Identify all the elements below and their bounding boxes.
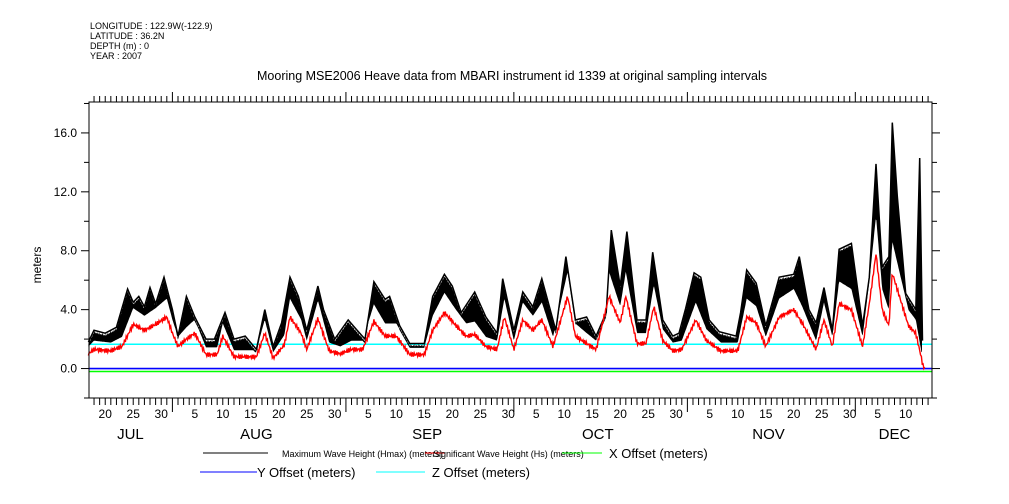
metadata-header: LONGITUDE : 122.9W(-122.9) LATITUDE : 36…	[90, 21, 213, 61]
x-tick-label: 25	[642, 407, 656, 421]
legend-label-hmax: Maximum Wave Height (Hmax) (meters)	[282, 449, 443, 459]
x-tick-label: 10	[216, 407, 230, 421]
longitude-label: LONGITUDE : 122.9W(-122.9)	[90, 21, 213, 31]
legend-label-y-offset: Y Offset (meters)	[257, 465, 356, 480]
x-tick-label: 20	[787, 407, 801, 421]
x-tick-label: 15	[759, 407, 773, 421]
x-tick-label: 10	[390, 407, 404, 421]
plot-frame	[88, 101, 933, 399]
latitude-label: LATITUDE : 36.2N	[90, 31, 164, 41]
legend: Maximum Wave Height (Hmax) (meters) Sign…	[200, 446, 708, 480]
month-label: OCT	[582, 426, 614, 443]
x-tick-label: 25	[300, 407, 314, 421]
x-tick-label: 5	[874, 407, 881, 421]
x-tick-label: 30	[843, 407, 857, 421]
hs-line	[87, 254, 926, 371]
month-label: AUG	[240, 426, 273, 443]
series-layer	[87, 122, 932, 373]
y-tick-label: 16.0	[54, 126, 78, 140]
hmax-band	[88, 129, 922, 353]
x-tick-label: 30	[670, 407, 684, 421]
x-tick-label: 10	[731, 407, 745, 421]
x-tick-label: 25	[815, 407, 829, 421]
legend-label-x-offset: X Offset (meters)	[609, 446, 708, 461]
y-tick-label: 0.0	[60, 362, 77, 376]
x-tick-label: 5	[191, 407, 198, 421]
month-label: NOV	[752, 426, 785, 443]
x-tick-label: 15	[586, 407, 600, 421]
x-tick-label: 25	[474, 407, 488, 421]
legend-label-z-offset: Z Offset (meters)	[432, 465, 530, 480]
x-tick-label: 25	[127, 407, 141, 421]
x-tick-label: 5	[706, 407, 713, 421]
chart-title: Mooring MSE2006 Heave data from MBARI in…	[257, 69, 767, 83]
year-label: YEAR : 2007	[90, 51, 142, 61]
y-axis-label: meters	[30, 247, 44, 284]
x-tick-label: 10	[899, 407, 913, 421]
x-tick-label: 10	[558, 407, 572, 421]
x-tick-label: 20	[446, 407, 460, 421]
x-tick-label: 15	[418, 407, 432, 421]
y-tick-label: 4.0	[60, 303, 77, 317]
depth-label: DEPTH (m) : 0	[90, 41, 149, 51]
x-tick-label: 5	[365, 407, 372, 421]
x-tick-label: 20	[614, 407, 628, 421]
x-tick-label: 30	[502, 407, 516, 421]
month-label: SEP	[412, 426, 442, 443]
x-tick-label: 20	[272, 407, 286, 421]
x-tick-label: 30	[328, 407, 342, 421]
hmax-line	[87, 122, 924, 352]
y-tick-label: 8.0	[60, 244, 77, 258]
y-tick-label: 12.0	[54, 185, 78, 199]
axes-layer: 0.0 4.0 8.0 12.0 16.0 20 25 30 5 10 15 20 25 30 5 10 15 2…	[54, 92, 940, 443]
x-tick-label: 5	[533, 407, 540, 421]
month-label: JUL	[117, 426, 144, 443]
month-label: DEC	[879, 426, 911, 443]
x-tick-label: 15	[244, 407, 258, 421]
legend-label-hs: Significant Wave Height (Hs) (meters)	[433, 449, 584, 459]
x-tick-label: 20	[99, 407, 113, 421]
x-tick-label: 30	[155, 407, 169, 421]
